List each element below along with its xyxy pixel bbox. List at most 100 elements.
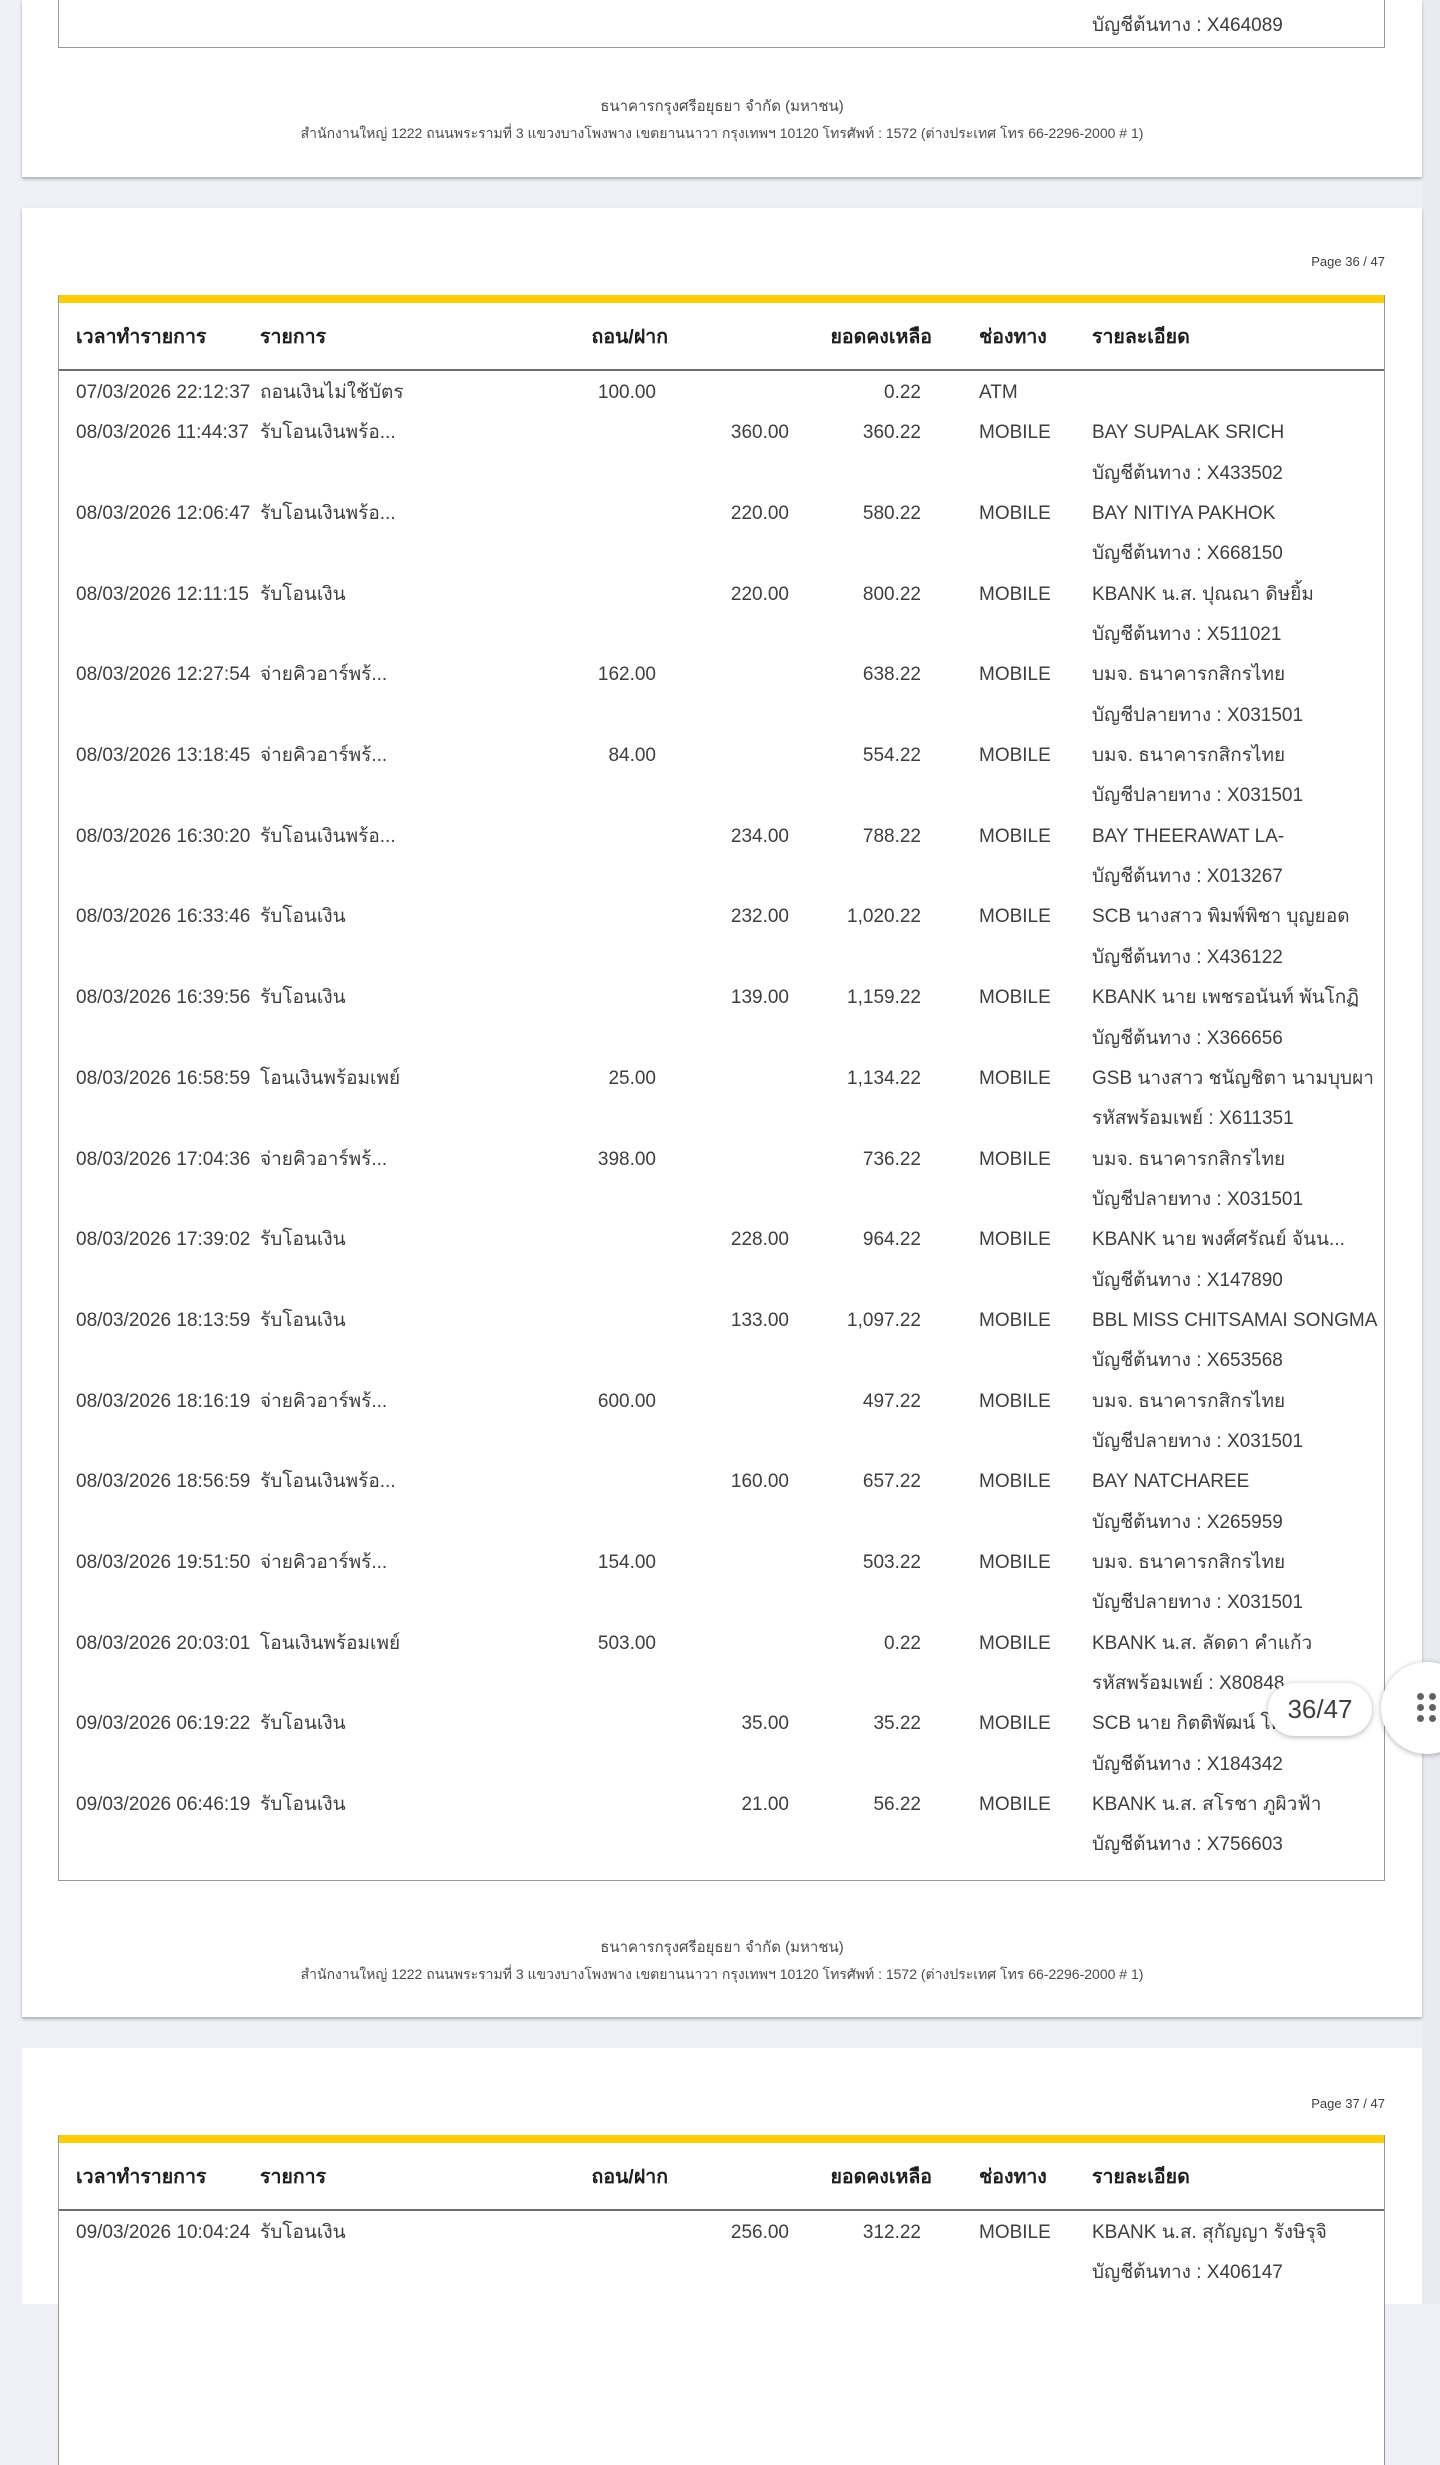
cell-details: บัญชีปลายทาง : X031501 [1092, 785, 1304, 807]
cell-datetime [76, 1180, 260, 1220]
cell-balance: 788.22 [862, 825, 921, 847]
table-row: 08/03/2026 16:30:20 รับโอนเงินพร้อ... 23… [59, 817, 1384, 857]
cell-description: รับโอนเงิน [260, 906, 346, 928]
cell-balance [789, 938, 921, 978]
cell-balance [789, 1099, 921, 1139]
cell-description [260, 776, 472, 816]
cell-spacer [921, 776, 979, 816]
cell-spacer [921, 1462, 979, 1502]
col-header-balance: ยอดคงเหลือ [830, 2165, 932, 2188]
cell-datetime [76, 1261, 260, 1301]
cell-spacer [921, 817, 979, 857]
cell-channel [979, 454, 1092, 494]
cell-deposit [656, 1059, 789, 1099]
cell-deposit [656, 373, 789, 413]
table-row: 08/03/2026 17:39:02 รับโอนเงิน 228.00 96… [59, 1220, 1384, 1260]
table-row: 09/03/2026 10:04:24 รับโอนเงิน 256.00 31… [59, 2213, 1384, 2253]
cell-spacer [921, 1140, 979, 1180]
cell-description: ถอนเงินไม่ใช้บัตร [260, 382, 404, 403]
cell-spacer [921, 2213, 979, 2253]
page-number-label: Page 37 / 47 [1311, 2096, 1385, 2111]
cell-description: จ่ายคิวอาร์พร้... [260, 1551, 388, 1573]
cell-withdrawal: 162.00 [597, 664, 656, 686]
cell-balance [789, 1664, 921, 1704]
cell-spacer [921, 1180, 979, 1220]
cell-channel: MOBILE [979, 1713, 1051, 1735]
table-row: บัญชีต้นทาง : X406147 [59, 2253, 1384, 2293]
cell-withdrawal [472, 413, 656, 453]
cell-balance [789, 534, 921, 574]
cell-channel [979, 1019, 1092, 1059]
cell-balance [789, 1422, 921, 1462]
cell-details: บัญชีต้นทาง : X406147 [1092, 2262, 1283, 2284]
cell-details: KBANK น.ส. ลัดดา คำแก้ว [1092, 1632, 1313, 1654]
bank-name-footer: ธนาคารกรุงศรีอยุธยา จำกัด (มหาชน) [600, 98, 844, 115]
cell-description [260, 1341, 472, 1381]
scrollbar-track[interactable] [1422, 0, 1440, 2304]
table-row: รหัสพร้อมเพย์ : X611351 [59, 1099, 1384, 1139]
col-header-description: รายการ [260, 325, 327, 348]
cell-details: KBANK นาย เพชรอนันท์ พันโกฏิ [1092, 987, 1360, 1009]
cell-spacer [921, 494, 979, 534]
cell-withdrawal: 398.00 [597, 1148, 656, 1170]
table-row: 08/03/2026 16:39:56 รับโอนเงิน 139.00 1,… [59, 978, 1384, 1018]
cell-spacer [921, 1382, 979, 1422]
cell-deposit [656, 1503, 789, 1543]
cell-datetime: 08/03/2026 17:39:02 [76, 1229, 251, 1251]
cell-balance: 1,134.22 [847, 1067, 921, 1089]
cell-description [260, 1745, 472, 1785]
cell-details: รหัสพร้อมเพย์ : X611351 [1092, 1108, 1294, 1130]
cell-spacer [921, 1220, 979, 1260]
cell-datetime: 08/03/2026 20:03:01 [76, 1632, 251, 1654]
cell-withdrawal: 84.00 [608, 745, 656, 767]
table-row: บัญชีต้นทาง : X184342 [59, 1745, 1384, 1785]
cell-details: บัญชีปลายทาง : X031501 [1092, 1592, 1304, 1614]
cell-datetime: 07/03/2026 22:12:37 [76, 382, 251, 403]
cell-description: รับโอนเงิน [260, 1229, 346, 1251]
cell-deposit: 220.00 [730, 503, 789, 525]
cell-balance: 1,097.22 [847, 1309, 921, 1331]
cell-channel: MOBILE [979, 745, 1051, 767]
cell-withdrawal: 25.00 [608, 1067, 656, 1089]
table-row: 08/03/2026 16:33:46 รับโอนเงิน 232.00 1,… [59, 897, 1384, 937]
cell-datetime [76, 1503, 260, 1543]
table-row: บัญชีต้นทาง : X366656 [59, 1019, 1384, 1059]
cell-withdrawal [472, 1261, 656, 1301]
cell-deposit [656, 1422, 789, 1462]
cell-channel [979, 1664, 1092, 1704]
table-row: 09/03/2026 06:46:19 รับโอนเงิน 21.00 56.… [59, 1785, 1384, 1825]
cell-details: BBL MISS CHITSAMAI SONGMA [1092, 1309, 1378, 1331]
col-header-channel: ช่องทาง [979, 2165, 1047, 2188]
cell-deposit: 160.00 [730, 1471, 789, 1493]
cell-description [260, 1664, 472, 1704]
cell-spacer [921, 1261, 979, 1301]
cell-spacer [921, 575, 979, 615]
cell-balance: 0.22 [884, 382, 921, 403]
cell-datetime: 09/03/2026 06:46:19 [76, 1794, 251, 1816]
cell-details: BAY SUPALAK SRICH [1092, 422, 1285, 444]
table-row: 08/03/2026 20:03:01 โอนเงินพร้อมเพย์ 503… [59, 1624, 1384, 1664]
table-row: 08/03/2026 18:13:59 รับโอนเงิน 133.00 1,… [59, 1301, 1384, 1341]
cell-datetime [76, 1099, 260, 1139]
cell-description: รับโอนเงิน [260, 2222, 346, 2243]
cell-deposit [656, 2253, 789, 2293]
cell-withdrawal [472, 1422, 656, 1462]
cell-channel [979, 857, 1092, 897]
cell-channel [979, 6, 1092, 46]
cell-channel: MOBILE [979, 1148, 1051, 1170]
table-accent-bar [59, 295, 1384, 303]
col-header-details: รายละเอียด [1092, 2165, 1190, 2188]
cell-description: รับโอนเงินพร้อ... [260, 503, 396, 525]
bank-name-footer: ธนาคารกรุงศรีอยุธยา จำกัด (มหาชน) [600, 1939, 844, 1956]
col-header-details: รายละเอียด [1092, 325, 1190, 348]
cell-spacer [921, 1341, 979, 1381]
cell-spacer [921, 1664, 979, 1704]
cell-details: บัญชีปลายทาง : X031501 [1092, 1430, 1304, 1452]
table-row: บัญชีต้นทาง : X433502 [59, 454, 1384, 494]
cell-channel [979, 534, 1092, 574]
cell-details: บัญชีปลายทาง : X031501 [1092, 1188, 1304, 1210]
cell-withdrawal [472, 494, 656, 534]
cell-withdrawal [472, 1503, 656, 1543]
cell-balance: 312.22 [862, 2222, 921, 2243]
cell-details: บัญชีต้นทาง : X668150 [1092, 543, 1283, 565]
